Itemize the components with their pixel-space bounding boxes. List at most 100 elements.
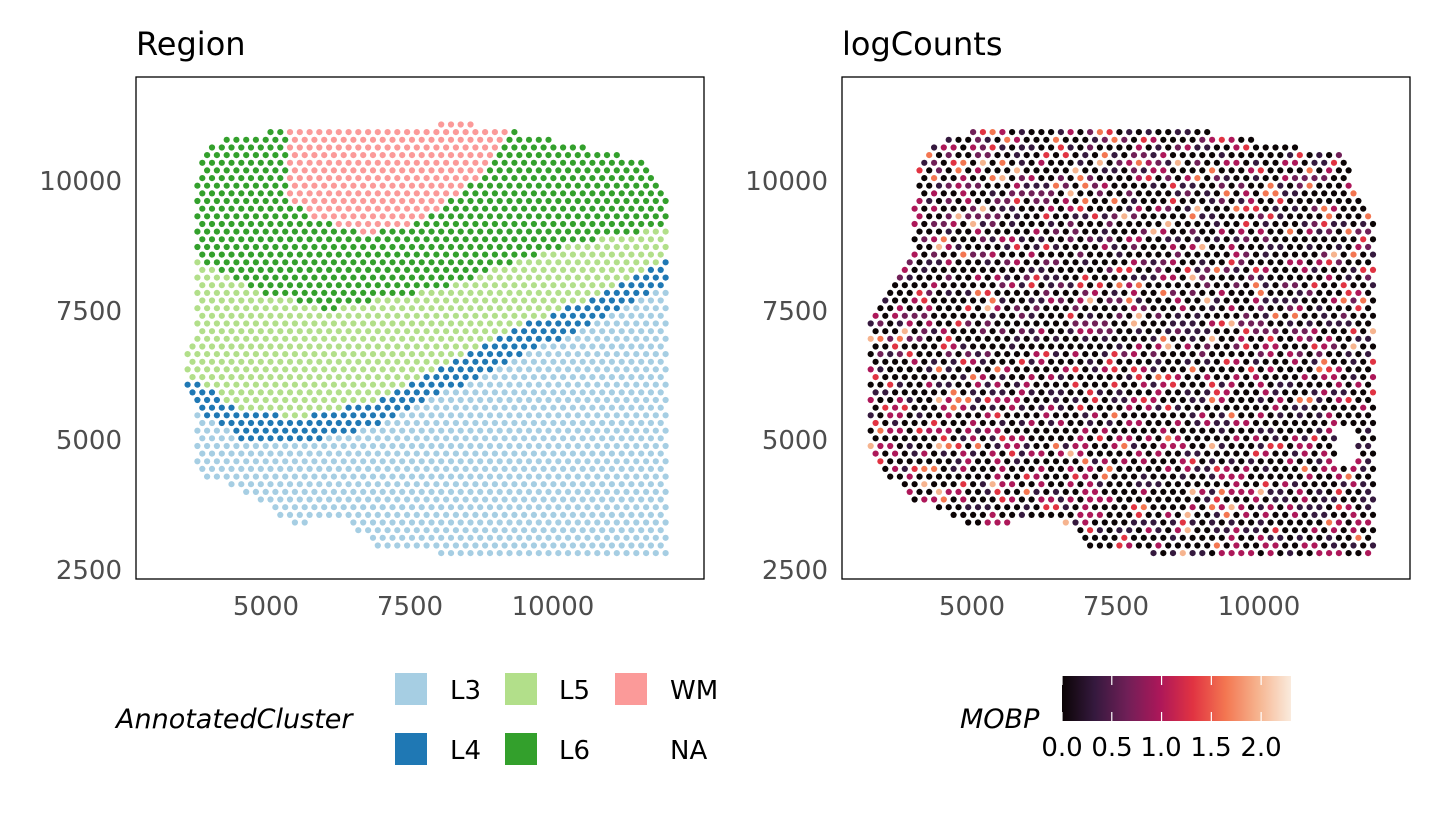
logcounts-point-357	[1106, 481, 1113, 488]
region-point-670	[350, 427, 357, 434]
region-point-624	[374, 435, 381, 442]
region-point-581	[428, 442, 435, 450]
logcounts-point-2055	[931, 220, 938, 228]
logcounts-point-1126	[1130, 366, 1138, 373]
region-point-867	[379, 396, 386, 404]
logcounts-point-1790	[1135, 266, 1142, 273]
region-point-778	[457, 412, 464, 419]
logcounts-point-852	[999, 404, 1006, 411]
logcounts-point-980	[1233, 389, 1240, 396]
region-point-1176	[496, 351, 503, 358]
region-point-635	[482, 435, 489, 442]
region-point-44	[569, 542, 577, 549]
logcounts-point-1355	[1335, 335, 1342, 342]
logcounts-point-2291	[965, 182, 972, 189]
logcounts-point-347	[1009, 481, 1016, 488]
region-point-871	[418, 396, 425, 404]
logcounts-point-1599	[1204, 297, 1211, 304]
region-point-978	[496, 381, 503, 388]
logcounts-point-440	[931, 465, 938, 472]
logcounts-point-2277	[1272, 190, 1279, 197]
logcounts-point-40	[1252, 542, 1260, 549]
logcounts-point-1036	[1267, 381, 1274, 388]
region-point-1806	[482, 251, 489, 258]
logcounts-point-1783	[1067, 266, 1074, 273]
region-point-1097	[208, 358, 216, 365]
logcounts-point-1407	[1340, 328, 1347, 335]
region-point-1683	[228, 266, 235, 273]
region-point-177	[521, 511, 528, 518]
region-point-1969	[652, 228, 659, 235]
region-point-1320	[472, 328, 479, 335]
region-point-519	[296, 450, 303, 457]
logcounts-point-2006	[916, 228, 923, 235]
region-point-1648	[360, 274, 367, 281]
logcounts-point-78	[1326, 534, 1333, 541]
region-point-587	[486, 442, 494, 450]
logcounts-point-1519	[916, 305, 923, 312]
region-point-1807	[491, 251, 498, 258]
logcounts-point-1753	[1248, 274, 1255, 281]
logcounts-point-471	[1233, 465, 1240, 472]
region-point-2354	[199, 159, 206, 166]
region-point-1887	[326, 236, 333, 243]
region-point-1094	[662, 366, 669, 373]
region-point-2265	[238, 175, 245, 182]
region-point-2192	[462, 190, 469, 197]
logcounts-point-459	[1116, 465, 1123, 472]
region-point-667	[321, 427, 328, 434]
logcounts-point-569	[1204, 450, 1211, 457]
logcounts-point-816	[1150, 412, 1157, 419]
logcounts-point-2248	[989, 190, 996, 197]
logcounts-point-1	[1160, 550, 1167, 557]
region-point-584	[457, 442, 464, 450]
logcounts-point-223	[1209, 504, 1216, 511]
logcounts-point-152	[960, 511, 967, 518]
region-point-87	[374, 527, 381, 534]
logcounts-point-866	[1135, 404, 1142, 411]
logcounts-point-2273	[1233, 190, 1240, 197]
region-point-1376	[545, 320, 552, 327]
logcounts-point-392	[955, 473, 962, 480]
region-point-1242	[657, 343, 664, 350]
logcounts-point-2038	[1228, 228, 1235, 235]
region-point-1221	[452, 343, 459, 350]
region-point-2384	[491, 159, 498, 166]
logcounts-point-2074	[1116, 220, 1123, 228]
region-point-43	[560, 542, 567, 549]
region-point-2033	[330, 213, 337, 220]
region-point-54	[369, 534, 377, 541]
logcounts-point-841	[892, 404, 899, 411]
logcounts-point-684	[1369, 435, 1377, 442]
region-point-770	[379, 412, 386, 419]
region-point-1914	[589, 236, 596, 243]
region-x-tick-7500: 7500	[377, 592, 443, 622]
region-point-486	[447, 458, 455, 465]
region-point-690	[545, 427, 552, 434]
logcounts-point-2194	[1360, 205, 1367, 212]
region-point-2508	[477, 136, 484, 143]
region-point-1437	[194, 305, 201, 312]
region-point-285	[340, 488, 347, 495]
region-point-955	[272, 381, 279, 388]
region-point-341	[443, 481, 450, 488]
logcounts-point-650	[1018, 435, 1025, 442]
region-point-138	[535, 519, 542, 526]
logcounts-point-1563	[1345, 305, 1352, 312]
logcounts-point-1293	[1243, 343, 1250, 350]
region-point-2293	[511, 175, 518, 182]
region-point-1307	[345, 328, 352, 335]
logcounts-point-103	[1272, 527, 1279, 534]
logcounts-point-2340	[1009, 175, 1016, 182]
logcounts-point-1175	[1106, 358, 1113, 365]
region-point-1338	[647, 328, 655, 335]
logcounts-point-205	[1033, 504, 1040, 511]
region-point-2367	[326, 159, 333, 166]
logcounts-point-13	[1277, 550, 1284, 557]
region-point-682	[467, 427, 474, 434]
logcounts-point-573	[1243, 450, 1250, 457]
logcounts-point-2309	[1140, 182, 1147, 189]
region-point-1000	[228, 374, 235, 381]
logcounts-point-621	[1218, 442, 1225, 450]
region-point-18	[613, 550, 620, 557]
